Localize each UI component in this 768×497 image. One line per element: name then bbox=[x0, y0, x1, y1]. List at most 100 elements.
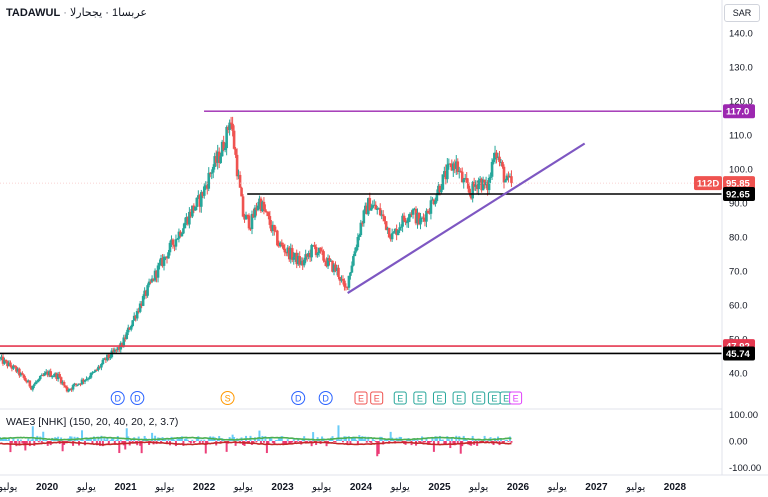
histogram-bar bbox=[57, 436, 60, 441]
histogram-bar bbox=[7, 437, 10, 441]
event-marker-letter: E bbox=[503, 393, 509, 403]
histogram-bar bbox=[110, 438, 113, 441]
countdown-label: 112D bbox=[697, 179, 719, 190]
candle-body bbox=[185, 217, 188, 223]
candle-body bbox=[289, 248, 293, 260]
candle-body bbox=[91, 372, 94, 374]
candle-body bbox=[295, 252, 299, 265]
candle-body bbox=[247, 215, 251, 229]
candle-body bbox=[259, 198, 263, 212]
earnings-marker bbox=[509, 391, 523, 405]
candle-body bbox=[374, 204, 378, 210]
histogram-bar bbox=[52, 439, 55, 441]
histogram-bar bbox=[4, 438, 7, 441]
candle-body bbox=[68, 388, 72, 390]
candle-body bbox=[76, 384, 79, 386]
candle-body bbox=[115, 349, 118, 351]
price-axis[interactable]: 40.050.060.070.080.090.0100.0110.0120.01… bbox=[721, 0, 753, 475]
indicator-label[interactable]: WAE3 [NHK] (150, 20, 40, 20, 2, 3.7) bbox=[6, 416, 179, 428]
histogram-bar bbox=[309, 441, 312, 442]
histogram-bar bbox=[423, 441, 426, 443]
candle-body bbox=[371, 205, 375, 208]
time-tick-label: 2023 bbox=[271, 482, 294, 493]
histogram-bar bbox=[112, 437, 115, 441]
candle-body bbox=[492, 159, 495, 162]
price-tick-label: 60.0 bbox=[729, 301, 748, 312]
histogram-bar bbox=[225, 441, 228, 452]
symbol-header[interactable]: TADAWUL · عربسا1 · يجحارلا bbox=[6, 6, 147, 19]
histogram-bar bbox=[353, 437, 356, 441]
histogram-bar bbox=[194, 441, 197, 442]
candle-body bbox=[307, 253, 310, 257]
candle-body bbox=[180, 233, 184, 237]
candle-body bbox=[1, 356, 5, 364]
histogram-bar bbox=[440, 439, 443, 441]
dividend-marker bbox=[130, 391, 145, 405]
histogram-bar bbox=[88, 438, 91, 441]
time-axis[interactable]: يوليو 2020 يوليو 2021 يوليو 2022 يوليو 2023 يولي… bbox=[0, 474, 768, 493]
candle-body bbox=[399, 226, 403, 228]
histogram-bar bbox=[140, 441, 143, 454]
candle-body bbox=[437, 185, 440, 195]
histogram-bar bbox=[21, 441, 24, 443]
time-tick-label: يوليو bbox=[390, 482, 410, 493]
candle-body bbox=[140, 303, 143, 306]
candle-body bbox=[240, 187, 243, 197]
histogram-bar bbox=[45, 439, 48, 441]
candle-body bbox=[238, 174, 242, 188]
candle-body bbox=[262, 201, 266, 210]
candle-body bbox=[125, 332, 129, 339]
candle-body bbox=[510, 176, 513, 184]
candle-body bbox=[329, 260, 333, 262]
histogram-bar bbox=[137, 436, 140, 441]
candle-body bbox=[375, 208, 379, 210]
event-marker-letter: S bbox=[225, 393, 231, 403]
candle-body bbox=[353, 251, 357, 257]
candle-body bbox=[499, 161, 503, 163]
histogram-bar bbox=[465, 439, 468, 441]
histogram-bar bbox=[3, 438, 6, 441]
candle-body bbox=[495, 152, 498, 158]
candle-body bbox=[4, 359, 8, 362]
candle-body bbox=[213, 156, 217, 167]
candle-body bbox=[392, 232, 395, 234]
candle-body bbox=[186, 217, 190, 225]
candle-body bbox=[293, 252, 297, 258]
histogram-bar bbox=[495, 441, 498, 442]
mid-level-price-label-box bbox=[723, 186, 755, 201]
event-marker-letter: E bbox=[436, 393, 442, 403]
candle-body bbox=[386, 227, 389, 230]
candle-body bbox=[176, 238, 179, 240]
earnings-marker bbox=[452, 391, 466, 405]
candle-body bbox=[419, 218, 422, 225]
candle-body bbox=[481, 179, 485, 191]
histogram-bar bbox=[97, 436, 100, 441]
candle-body bbox=[366, 198, 370, 215]
histogram-bar bbox=[388, 441, 391, 443]
candle-body bbox=[301, 260, 304, 266]
candle-body bbox=[131, 320, 135, 327]
histogram-bar bbox=[75, 440, 78, 441]
candle-body bbox=[237, 174, 240, 177]
candle-body bbox=[65, 386, 69, 392]
candle-body bbox=[349, 272, 352, 276]
candle-body bbox=[132, 315, 136, 321]
indicator-tick-label: 0.00 bbox=[729, 437, 748, 448]
candle-body bbox=[483, 179, 486, 186]
header-separator: · bbox=[63, 7, 67, 19]
candle-body bbox=[210, 172, 214, 174]
price-tick-label: 120.0 bbox=[729, 97, 753, 108]
candle-body bbox=[340, 278, 343, 281]
candle-body bbox=[449, 163, 452, 165]
histogram-bar bbox=[34, 437, 37, 441]
histogram-bar bbox=[338, 439, 341, 441]
candle-body bbox=[109, 357, 112, 359]
histogram-bar bbox=[452, 441, 455, 445]
candle-body bbox=[183, 222, 187, 229]
candle-body bbox=[398, 227, 401, 231]
histogram-bar bbox=[486, 441, 489, 442]
currency-badge[interactable]: SAR bbox=[724, 4, 760, 22]
candle-body bbox=[152, 278, 155, 281]
